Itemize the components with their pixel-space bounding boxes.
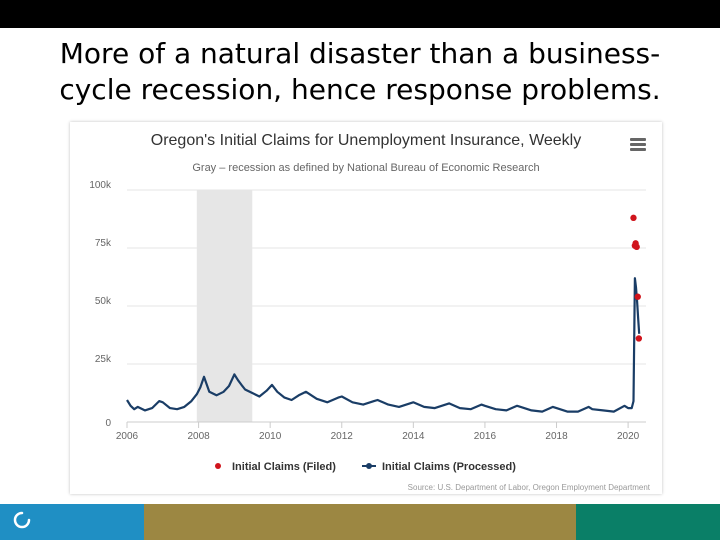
legend-marker-filed (215, 463, 221, 469)
slide-title: More of a natural disaster than a busine… (0, 36, 720, 108)
y-tick-label: 50k (95, 296, 112, 307)
data-point-filed (635, 335, 643, 342)
x-tick-label: 2010 (259, 431, 282, 442)
x-tick-label: 2012 (331, 431, 354, 442)
legend-item-processed[interactable]: Initial Claims (Processed) (362, 461, 516, 473)
claims-chart: 0 25k 50k 75k 100k 2006 2008 2010 2012 2014 2016 2… (89, 132, 651, 492)
slide-title-line-1: More of a natural disaster than a busine… (59, 37, 661, 70)
x-tick-label: 2020 (617, 431, 640, 442)
chart-panel: 0 25k 50k 75k 100k 2006 2008 2010 2012 2014 2016 2… (70, 122, 662, 494)
data-point-filed (634, 293, 641, 300)
chart-title: Oregon's Initial Claims for Unemployment… (151, 132, 581, 149)
x-tick-label: 2014 (402, 431, 425, 442)
data-point-filed (630, 214, 637, 222)
footer-segment-blue (0, 504, 144, 540)
x-tick-label: 2016 (474, 431, 497, 442)
top-bar (0, 0, 720, 28)
legend-marker-processed (366, 463, 372, 469)
chart-credits: Source: U.S. Department of Labor, Oregon… (408, 483, 651, 492)
x-tick-label: 2018 (545, 431, 568, 442)
footer-segment-teal (576, 504, 720, 540)
logo-icon (13, 511, 31, 529)
y-tick-label: 100k (89, 180, 112, 191)
legend-label-processed: Initial Claims (Processed) (382, 461, 516, 473)
y-tick-label: 0 (105, 418, 111, 429)
footer-bar (0, 504, 720, 540)
footer-segment-olive (144, 504, 576, 540)
slide-title-line-2: cycle recession, hence response problems… (59, 73, 661, 106)
chart-menu-icon[interactable] (630, 138, 646, 152)
data-point-filed (633, 243, 640, 251)
x-tick-label: 2006 (116, 431, 139, 442)
y-tick-label: 25k (95, 354, 112, 365)
y-tick-label: 75k (95, 238, 112, 249)
legend: Initial Claims (Filed) Initial Claims (P… (215, 461, 516, 473)
x-tick-label: 2008 (187, 431, 210, 442)
series-line-processed (126, 277, 641, 413)
legend-label-filed: Initial Claims (Filed) (232, 461, 336, 473)
chart-subtitle: Gray – recession as defined by National … (192, 162, 539, 174)
legend-item-filed[interactable]: Initial Claims (Filed) (215, 461, 336, 473)
